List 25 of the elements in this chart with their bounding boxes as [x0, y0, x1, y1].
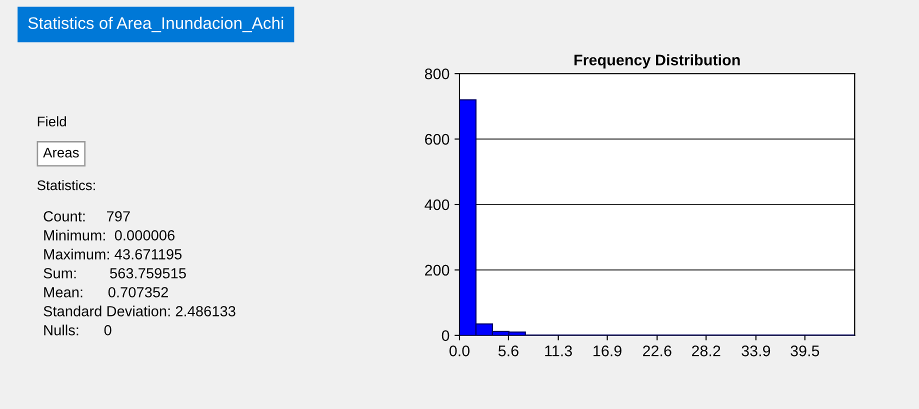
text: Minimum: 0.000006 [44, 230, 174, 240]
text: Nulls: 0 [44, 324, 112, 336]
y-tick-label: 400 [424, 199, 450, 210]
y-tick-label: 600 [425, 134, 450, 145]
text: Mean: 0.707352 [44, 287, 168, 298]
text: Maximum: 43.671195 [44, 248, 182, 260]
x-tick-label: 0.0 [449, 346, 470, 356]
y-tick-label: 200 [425, 264, 450, 276]
x-tick-label: 28.2 [692, 346, 720, 356]
text: Sum: 563.759515 [44, 268, 186, 278]
y-tick-label: 800 [424, 68, 450, 80]
text: Standard Deviation: 2.486133 [44, 306, 236, 316]
x-tick-label: 39.5 [790, 346, 820, 356]
x-tick-label: 33.9 [742, 346, 770, 356]
x-tick-label: 16.9 [594, 346, 622, 356]
x-tick-label: 11.3 [545, 346, 572, 356]
text: Statistics: [37, 180, 95, 190]
text: Count: 797 [44, 211, 130, 222]
x-tick-label: 22.6 [643, 346, 672, 356]
x-tick-label: 5.6 [498, 346, 518, 356]
y-tick-label: 0 [442, 330, 450, 342]
chart-title: Frequency Distribution [574, 54, 740, 68]
text: Statistics of Area_Inundacion_Achi [28, 16, 284, 32]
text: Areas [43, 148, 79, 158]
text: Field [38, 116, 66, 126]
